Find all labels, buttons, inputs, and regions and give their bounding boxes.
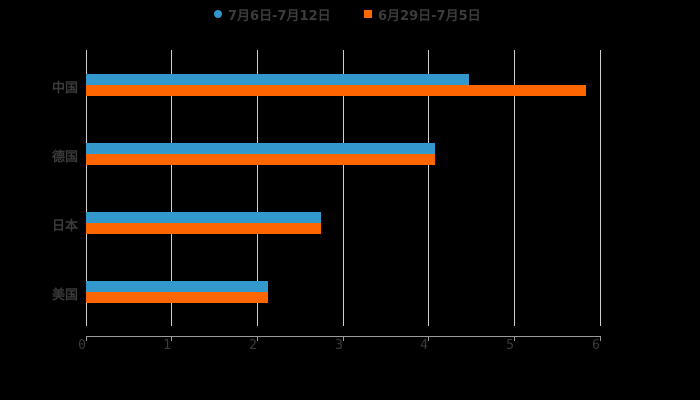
x-tick-label: 6 xyxy=(592,338,600,353)
bar-japan-week-jul6[interactable] xyxy=(86,212,321,223)
x-tick-label: 0 xyxy=(78,338,86,353)
legend-label: 6月29日-7月5日 xyxy=(378,8,481,24)
gridline xyxy=(86,50,87,326)
x-tick-label: 5 xyxy=(506,338,514,353)
gridline xyxy=(257,50,258,326)
bar-china-week-jun29[interactable] xyxy=(86,85,586,96)
gridline xyxy=(428,50,429,326)
gridline xyxy=(514,50,515,326)
bar-germany-week-jun29[interactable] xyxy=(86,154,435,165)
gridline xyxy=(600,50,601,326)
x-tick xyxy=(86,336,87,341)
x-tick-label: 3 xyxy=(335,338,343,353)
x-tick xyxy=(600,336,601,341)
x-tick-label: 1 xyxy=(163,338,171,353)
legend-item-week-jul6[interactable]: 7月6日-7月12日 xyxy=(214,4,331,24)
x-tick xyxy=(257,336,258,341)
category-label-japan: 日本 xyxy=(51,219,78,234)
legend-label: 7月6日-7月12日 xyxy=(228,8,331,24)
x-tick xyxy=(514,336,515,341)
bar-china-week-jul6[interactable] xyxy=(86,74,469,85)
x-tick-label: 2 xyxy=(249,338,257,353)
category-label-china: 中国 xyxy=(51,81,78,96)
x-tick-label: 4 xyxy=(420,338,428,353)
legend-circle-icon xyxy=(214,10,222,18)
bar-germany-week-jul6[interactable] xyxy=(86,143,435,154)
gridline xyxy=(343,50,344,326)
x-tick xyxy=(428,336,429,341)
chart-legend: 7月6日-7月12日 6月29日-7月5日 xyxy=(0,4,700,24)
x-tick xyxy=(343,336,344,341)
bar-japan-week-jun29[interactable] xyxy=(86,223,321,234)
gridline xyxy=(171,50,172,326)
category-label-germany: 德国 xyxy=(51,150,78,165)
bar-usa-week-jun29[interactable] xyxy=(86,292,268,303)
bar-usa-week-jul6[interactable] xyxy=(86,281,268,292)
x-tick xyxy=(171,336,172,341)
legend-item-week-jun29[interactable]: 6月29日-7月5日 xyxy=(364,4,481,24)
legend-square-icon xyxy=(364,10,372,18)
category-label-usa: 美国 xyxy=(51,288,78,303)
